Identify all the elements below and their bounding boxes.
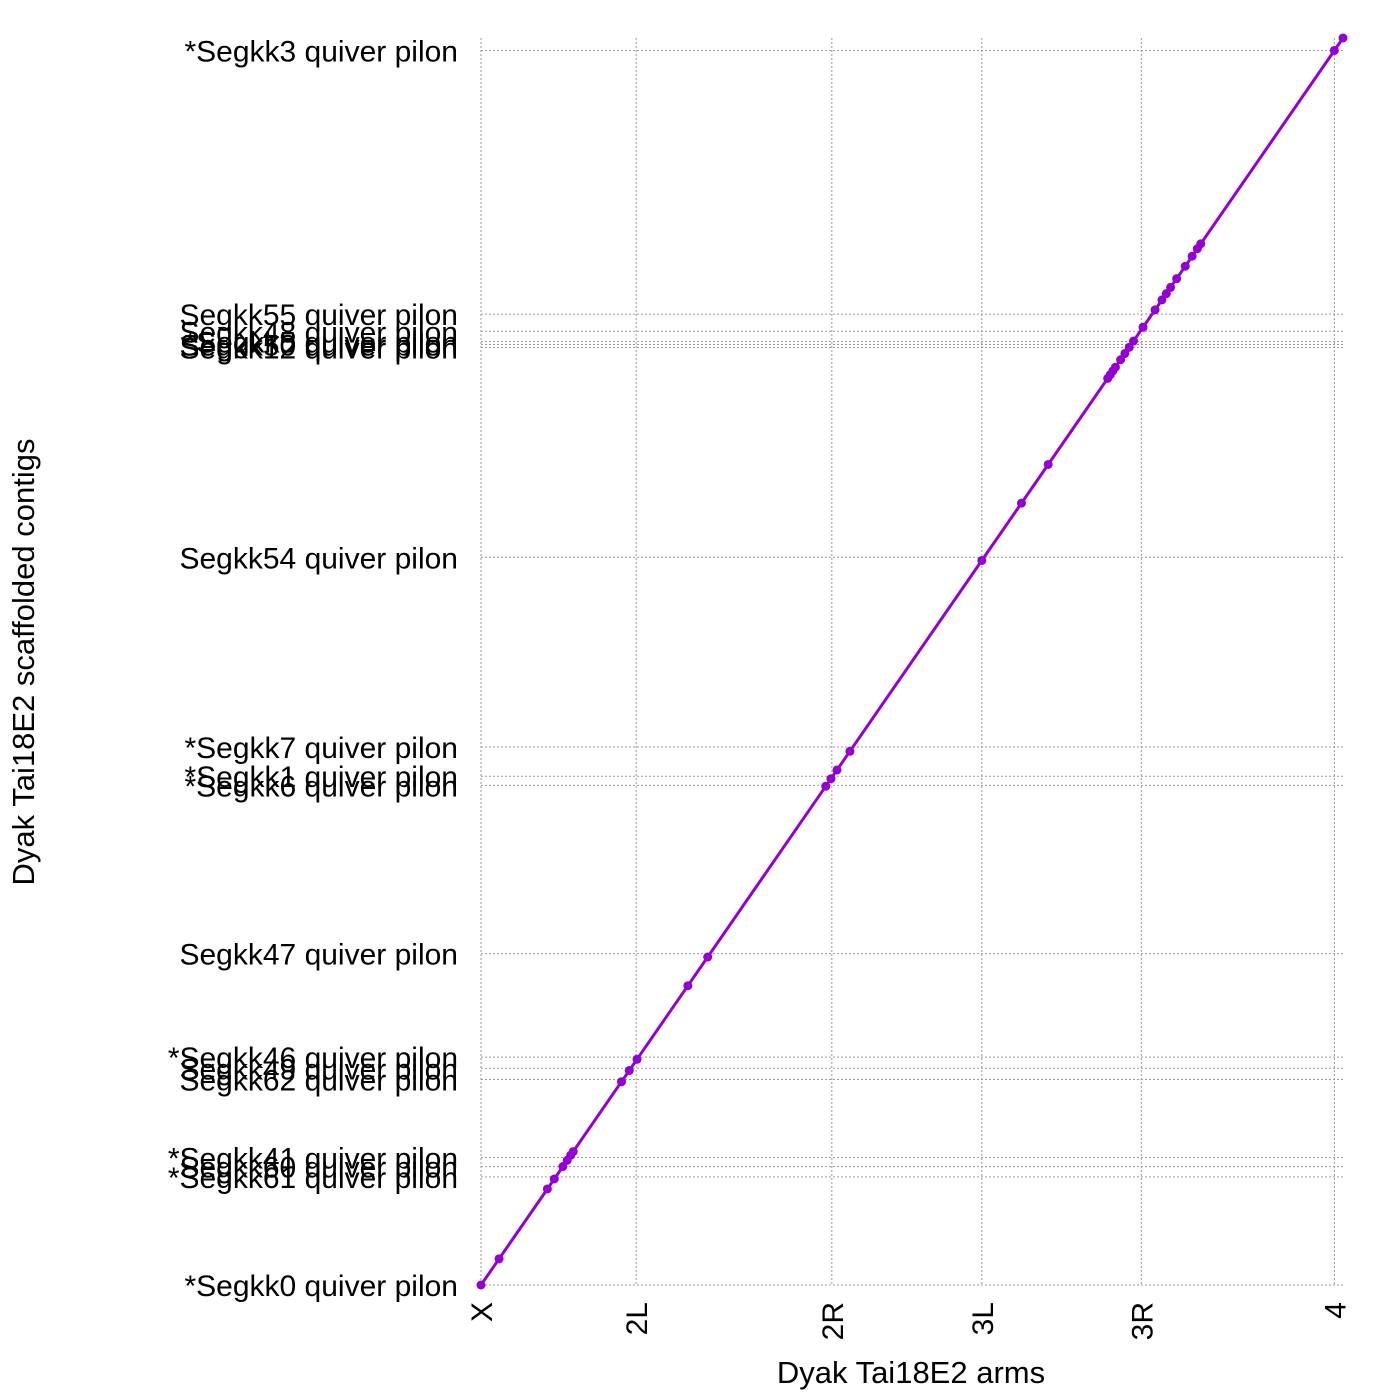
x-tick-label: 2L [621,1302,654,1335]
x-tick-label: 3R [1126,1302,1159,1340]
y-tick-label: Segkk50 quiver pilon [179,330,458,363]
data-point [542,1184,552,1194]
data-point [549,1174,559,1184]
y-tick-label: *Segkk1 quiver pilon [184,761,458,794]
data-point [821,781,831,791]
y-tick-labels: *Segkk0 quiver pilon *Segkk61 quiver pilo… [168,35,458,1303]
data-point [476,1280,486,1290]
y-tick-label: Segkk47 quiver pilon [179,939,458,972]
y-tick-label: Segkk55 quiver pilon [179,299,458,332]
y-tick-label: *Segkk41 quiver pilon [168,1143,458,1176]
data-point [1150,305,1160,315]
y-tick-label: *Segkk0 quiver pilon [184,1270,458,1303]
data-point [703,952,713,962]
data-point [1043,459,1053,469]
y-tick-label: *Segkk46 quiver pilon [168,1042,458,1075]
data-point [617,1077,627,1087]
x-tick-label: 3L [967,1302,1000,1335]
data-point [1016,498,1026,508]
data-point [1110,362,1120,372]
data-point [568,1147,578,1157]
y-tick-label: Segkk62 quiver pilon [179,1064,458,1097]
y-tick-label: Segkk60 quiver pilon [179,1152,458,1185]
series-line [479,37,1345,1286]
data-point [1329,45,1339,55]
y-tick-label: *Segkk5 quiver pilon [184,327,458,360]
data-point [977,555,987,565]
series-layer [476,33,1348,1290]
data-point [1338,33,1348,43]
x-tick-label: X [466,1302,499,1322]
data-point [1166,282,1176,292]
data-point [1138,322,1148,332]
x-tick-label: 4 [1319,1302,1352,1319]
x-tick-labels: X 2L 2R 3L 3R 4 [466,1302,1352,1340]
data-point [1187,251,1197,261]
y-tick-label: *Segkk6 quiver pilon [184,770,458,803]
y-axis-title: Dyak Tai18E2 scaffolded contigs [6,439,41,886]
data-point [832,765,842,775]
data-point [494,1254,504,1264]
data-point [683,981,693,991]
data-point [632,1054,642,1064]
y-tick-label: Segkk49 quiver pilon [179,1053,458,1086]
data-point [1180,261,1190,271]
y-tick-label: *Segkk3 quiver pilon [184,35,458,68]
data-point [1196,239,1206,249]
data-point [1172,274,1182,284]
x-axis-title: Dyak Tai18E2 arms [777,1355,1045,1390]
data-point [845,746,855,756]
y-tick-label: Segkk48 quiver pilon [179,316,458,349]
y-tick-label: *Segkk7 quiver pilon [184,732,458,765]
data-point [826,774,836,784]
data-point [1129,336,1139,346]
y-tick-label: Segkk54 quiver pilon [179,542,458,575]
x-tick-label: 2R [817,1302,850,1340]
y-tick-label: *Segkk61 quiver pilon [168,1162,458,1195]
y-tick-label: Segkk12 quiver pilon [179,333,458,366]
data-point [624,1066,634,1076]
